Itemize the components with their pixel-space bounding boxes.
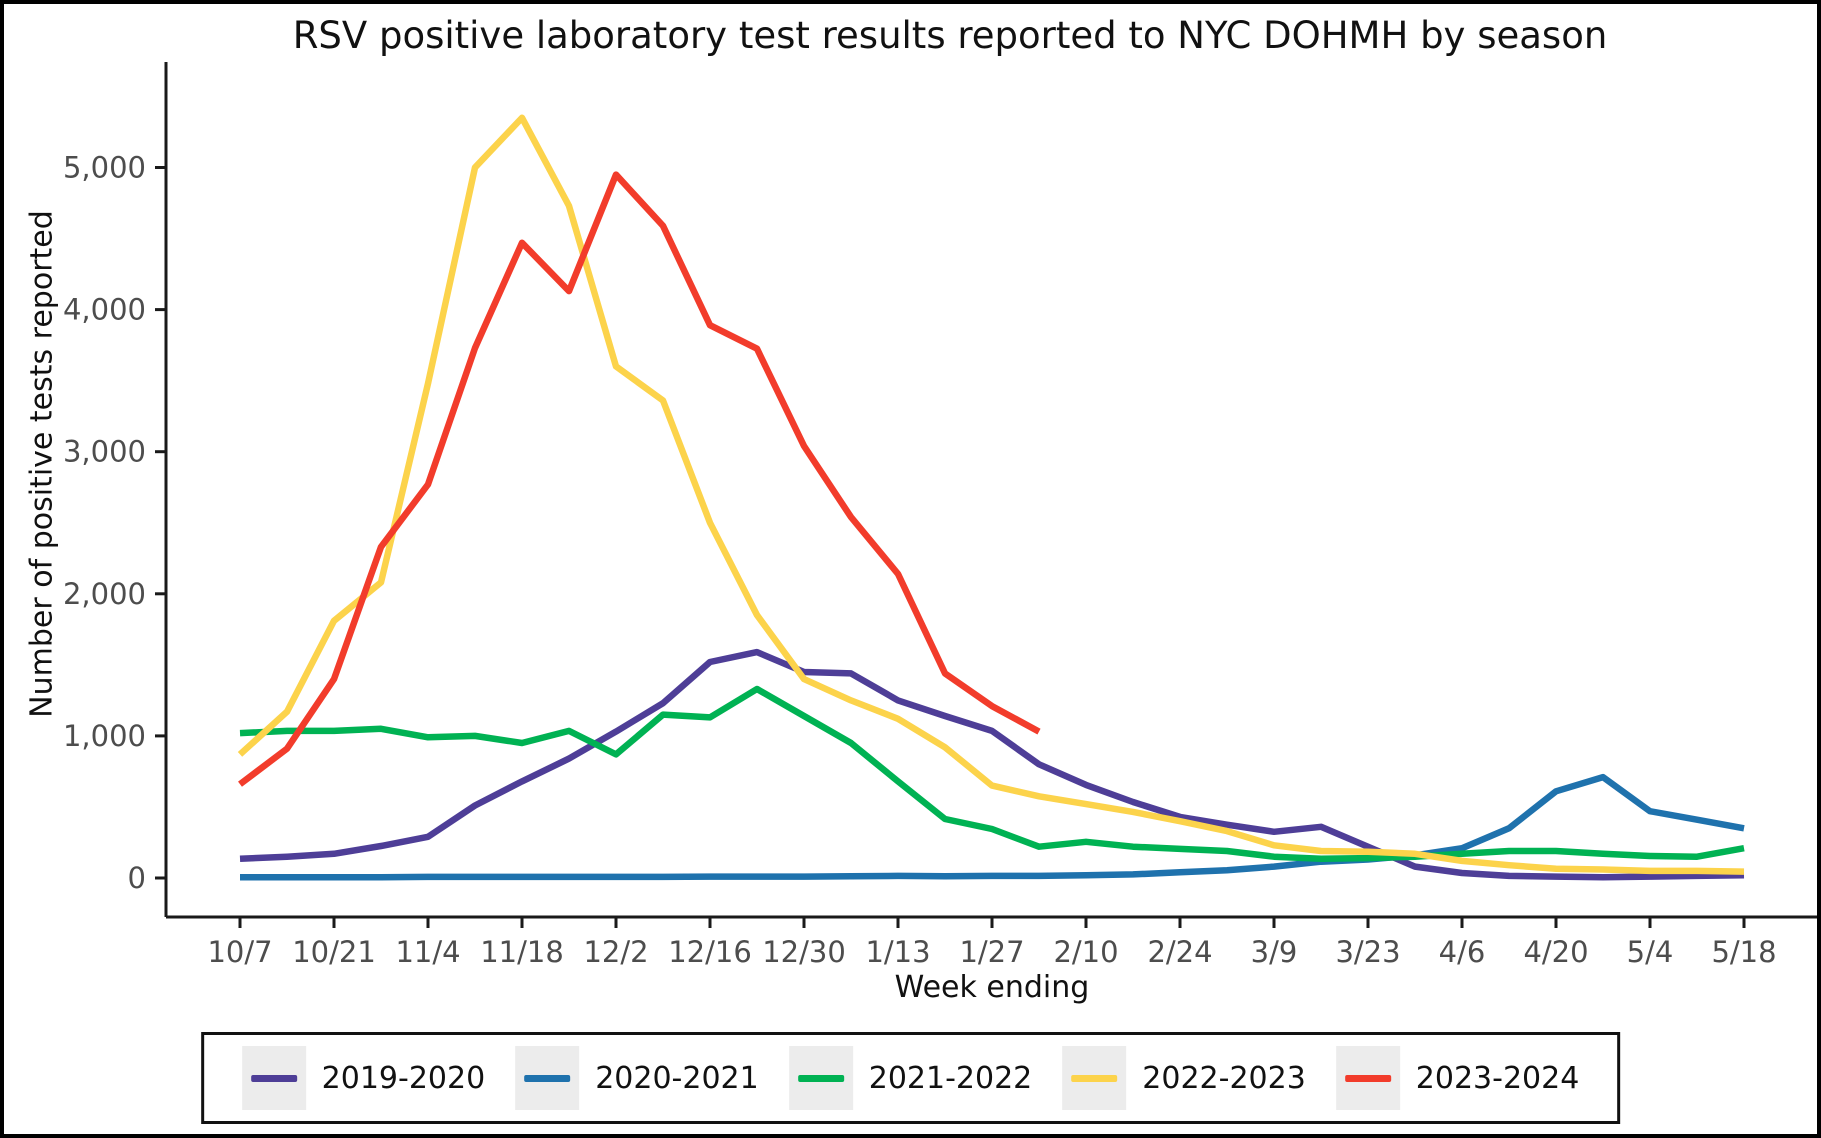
plot-area: 0 1,000 2,000 3,000 4,000 5,000 10/7 10/21 11/4 1… — [63, 62, 1817, 969]
legend-key-line-icon — [1071, 1074, 1118, 1082]
x-axis-title: Week ending — [894, 970, 1090, 1005]
x-tick-label: 10/7 — [207, 935, 272, 969]
legend-key-line-icon — [524, 1074, 571, 1082]
legend-item-2022-2023: 2022-2023 — [1062, 1046, 1306, 1110]
legend-key-line-icon — [250, 1074, 297, 1082]
y-tick-label: 0 — [128, 861, 146, 895]
legend-item-2020-2021: 2020-2021 — [515, 1046, 759, 1110]
x-tick-label: 11/4 — [395, 935, 460, 969]
legend-item-label: 2019-2020 — [321, 1060, 486, 1096]
x-tick-label: 1/13 — [865, 935, 930, 969]
y-tick-label: 3,000 — [63, 435, 146, 469]
legend-key-line-icon — [797, 1074, 844, 1082]
x-tick-label: 10/21 — [292, 935, 376, 969]
legend-item-2023-2024: 2023-2024 — [1335, 1046, 1580, 1110]
x-tick-label: 12/16 — [668, 935, 752, 969]
series-line-2020-2021 — [240, 773, 1745, 881]
x-tick-label: 3/23 — [1335, 935, 1400, 969]
legend-item-2021-2022: 2021-2022 — [788, 1046, 1033, 1110]
legend: 2019-2020 2020-2021 2021-2022 2022-2023 2023… — [200, 1032, 1621, 1124]
legend-key-swatch — [241, 1046, 306, 1110]
y-axis-title: Number of positive tests reported — [24, 210, 60, 718]
x-tick-label: 2/10 — [1053, 935, 1118, 969]
y-tick-label: 1,000 — [63, 719, 146, 753]
legend-item-2019-2020: 2019-2020 — [241, 1046, 486, 1110]
legend-item-label: 2020-2021 — [595, 1060, 759, 1096]
x-tick-label: 12/30 — [762, 935, 846, 969]
y-tick-label: 2,000 — [63, 577, 146, 611]
series-line-2019-2020 — [239, 648, 1745, 881]
x-tick-label: 1/27 — [959, 935, 1024, 969]
x-tick-label: 11/18 — [480, 935, 564, 969]
x-tick-label: 12/2 — [583, 935, 648, 969]
x-tick-label: 5/4 — [1627, 935, 1674, 969]
legend-key-swatch — [1335, 1046, 1400, 1110]
x-tick-label: 4/20 — [1523, 935, 1588, 969]
legend-key-swatch — [1062, 1046, 1127, 1110]
legend-key-line-icon — [1344, 1074, 1391, 1082]
y-tick-label: 4,000 — [63, 293, 146, 327]
x-tick-label: 2/24 — [1147, 935, 1212, 969]
x-tick-label: 5/18 — [1711, 935, 1776, 969]
legend-key-swatch — [515, 1046, 580, 1110]
legend-item-label: 2022-2023 — [1142, 1060, 1306, 1096]
legend-item-label: 2021-2022 — [868, 1060, 1033, 1096]
series-line-2022-2023 — [237, 114, 1745, 875]
legend-key-swatch — [788, 1046, 853, 1110]
x-tick-label: 4/6 — [1439, 935, 1486, 969]
series-line-2023-2024 — [238, 171, 1041, 787]
series-line-2021-2022 — [239, 685, 1745, 863]
chart-title: RSV positive laboratory test results rep… — [292, 14, 1608, 57]
legend-item-label: 2023-2024 — [1415, 1060, 1580, 1096]
y-tick-label: 5,000 — [63, 151, 146, 185]
x-tick-label: 3/9 — [1251, 935, 1298, 969]
